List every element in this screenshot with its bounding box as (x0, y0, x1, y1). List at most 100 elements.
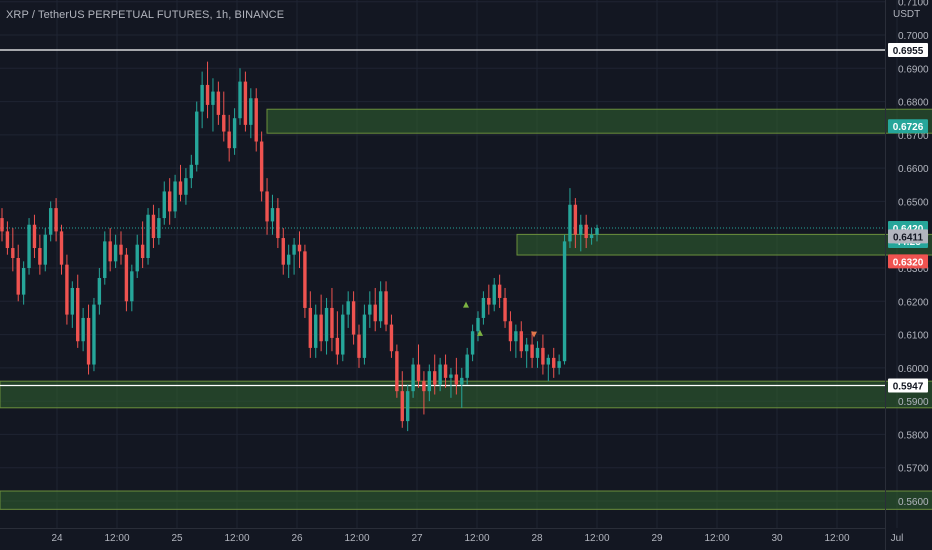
x-tick-label: 28 (531, 533, 543, 544)
y-tick-label: 0.6800 (898, 98, 929, 109)
candle-body (368, 304, 372, 315)
y-tick-label: 0.6700 (898, 131, 929, 142)
candle-body (76, 287, 80, 342)
candle-body (497, 284, 502, 298)
x-tick-label: 24 (51, 533, 63, 544)
currency-label: USDT (893, 9, 921, 20)
candle-body (238, 81, 242, 119)
candle-body (178, 181, 183, 195)
candle-body (0, 218, 4, 232)
price-label-bg (888, 229, 928, 244)
y-tick-label: 0.6500 (898, 197, 929, 208)
candle-body (562, 241, 567, 362)
candle-body (32, 224, 37, 249)
price-label-bg (888, 119, 928, 134)
x-tick-label: 12:00 (584, 533, 609, 544)
candle-body (97, 277, 102, 305)
candle-body (546, 357, 551, 365)
y-tick-label: 0.6000 (898, 364, 929, 375)
candle-body (205, 84, 210, 105)
candle-body (465, 354, 469, 378)
candle-body (48, 208, 53, 235)
candle-body (65, 264, 69, 315)
candle-body (135, 244, 139, 272)
y-tick-label: 0.6900 (898, 64, 929, 75)
candle-body (297, 244, 302, 252)
candle-body (573, 204, 578, 235)
candle-body (449, 374, 453, 378)
candle-body (254, 98, 258, 142)
candle-body (21, 268, 26, 295)
x-tick-label: 25 (171, 533, 183, 544)
candle-body (351, 301, 356, 335)
candle-body (189, 164, 194, 179)
x-tick-label: 12:00 (824, 533, 849, 544)
x-tick-label: 30 (771, 533, 783, 544)
candle-body (184, 178, 188, 195)
candle-body (476, 317, 480, 332)
supply-demand-zone (516, 233, 932, 256)
candle-body (200, 84, 204, 112)
y-tick-label: 0.7000 (898, 31, 929, 42)
y-tick-label: 0.6600 (898, 164, 929, 175)
candle-body (579, 224, 583, 235)
y-tick-label: 0.6300 (898, 264, 929, 275)
candle-body (487, 297, 491, 305)
candle-body (422, 381, 426, 392)
price-label-text: 0.5947 (893, 382, 924, 393)
candle-body (552, 357, 556, 368)
candle-body (362, 314, 367, 358)
signal-markers (463, 301, 537, 338)
x-tick-label: 12:00 (344, 533, 369, 544)
x-tick-label: 12:00 (464, 533, 489, 544)
candle-body (11, 248, 15, 259)
candle-body (146, 214, 150, 259)
candle-body (330, 307, 334, 338)
candles-layer (0, 61, 599, 432)
candle-body (568, 204, 572, 242)
x-tick-label: 12:00 (104, 533, 129, 544)
candle-body (265, 191, 269, 222)
candle-body (503, 297, 507, 322)
candle-body (195, 111, 199, 165)
price-label-text: 0.6320 (893, 257, 924, 268)
x-tick-label: 26 (291, 533, 303, 544)
price-label-horizontal-line: 0.6955 (888, 42, 928, 57)
candle-body (395, 351, 399, 392)
candle-body (86, 317, 91, 365)
candle-body (173, 181, 177, 212)
candle-body (308, 307, 313, 348)
candle-body (335, 337, 340, 355)
candle-body (530, 344, 534, 358)
candle-body (357, 334, 361, 358)
candle-body (151, 214, 156, 239)
x-tick-label: 12:00 (704, 533, 729, 544)
chart-title: XRP / TetherUS PERPETUAL FUTURES, 1h, BI… (6, 9, 285, 21)
y-tick-label: 0.6100 (898, 331, 929, 342)
candle-body (276, 208, 280, 239)
price-label-bg (888, 42, 928, 57)
candle-body (38, 248, 42, 265)
candle-body (113, 244, 118, 262)
price-label-text: 0.6726 (893, 122, 924, 133)
candle-body (460, 377, 464, 385)
candle-body (167, 191, 172, 212)
candle-body (427, 371, 432, 392)
candle-body (216, 91, 221, 115)
y-tick-label: 0.5600 (898, 497, 929, 508)
supply-demand-zone (266, 108, 932, 134)
candle-body (557, 361, 561, 368)
candle-body (5, 231, 10, 249)
candle-body (405, 391, 410, 422)
time-axis[interactable]: 24 12:00 25 12:00 26 12:00 27 12:00 28 12:00 29 12:… (0, 528, 903, 545)
price-label-entry: 0.6411 (888, 229, 928, 244)
candle-body (384, 291, 388, 325)
price-label-bg (888, 254, 928, 269)
candle-body (140, 244, 145, 259)
candle-body (286, 254, 291, 265)
candle-body (470, 331, 475, 355)
candle-body (589, 234, 594, 239)
candle-body (130, 271, 134, 302)
candle-body (108, 241, 112, 262)
